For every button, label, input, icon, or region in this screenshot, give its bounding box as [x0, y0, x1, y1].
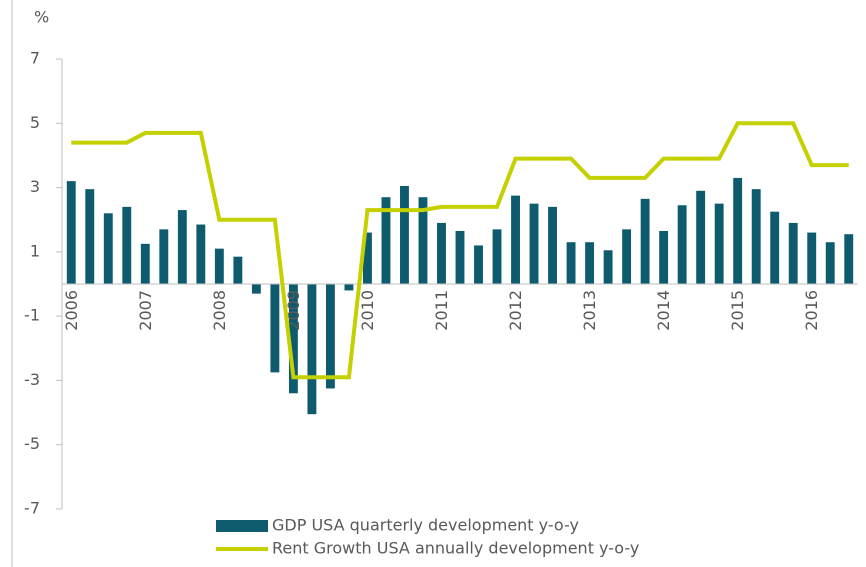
bar	[344, 284, 354, 291]
legend-label: Rent Growth USA annually development y-o…	[272, 539, 639, 558]
y-tick-label: 7	[30, 49, 40, 68]
bar	[603, 250, 613, 284]
bar	[233, 256, 243, 284]
x-tick-label: 2011	[432, 290, 451, 331]
bar	[85, 189, 95, 284]
bar	[844, 234, 854, 284]
x-tick-label: 2016	[802, 290, 821, 331]
x-tick-label: 2008	[210, 290, 229, 331]
line	[71, 121, 849, 380]
x-tick-label: 2010	[358, 290, 377, 331]
bar	[788, 222, 798, 284]
y-tick-label: -7	[24, 499, 40, 518]
bar	[251, 284, 261, 294]
bar	[825, 242, 835, 284]
bar	[288, 284, 298, 394]
bar	[770, 211, 780, 284]
bar	[677, 205, 687, 284]
bar	[325, 284, 335, 389]
bar	[437, 222, 446, 284]
y-tick-label: 1	[30, 241, 40, 260]
bar	[307, 284, 317, 415]
bar	[622, 229, 632, 284]
bar	[566, 242, 576, 284]
bar	[548, 206, 558, 284]
bar	[807, 232, 817, 284]
bar	[455, 230, 465, 284]
bar	[511, 195, 520, 284]
x-tick-label: 2013	[580, 290, 599, 331]
bar	[733, 177, 743, 284]
x-tick-label: 2012	[506, 290, 525, 331]
bar	[585, 242, 595, 284]
y-tick-label: 5	[30, 113, 40, 132]
y-tick-label: 3	[30, 177, 40, 196]
bar	[714, 203, 724, 284]
bar	[492, 229, 502, 284]
bar	[362, 232, 372, 284]
bar	[159, 229, 169, 284]
bar	[418, 197, 428, 284]
bar	[122, 206, 132, 284]
bar	[270, 284, 280, 373]
bar	[177, 210, 187, 284]
bar	[474, 245, 483, 284]
y-tick-label: -5	[24, 434, 40, 453]
legend-label: GDP USA quarterly development y-o-y	[272, 516, 579, 535]
y-unit: %	[34, 8, 49, 27]
bar	[66, 181, 76, 284]
x-tick-label: 2014	[654, 290, 673, 331]
legend-swatch	[216, 520, 268, 532]
bar	[659, 230, 669, 284]
y-tick-label: -3	[24, 370, 40, 389]
bar	[140, 243, 150, 284]
bar	[103, 213, 113, 284]
x-tick-label: 2006	[62, 290, 81, 331]
x-tick-label: 2015	[728, 290, 747, 331]
bar	[196, 224, 206, 284]
bar	[640, 198, 650, 284]
y-tick-label: -1	[24, 306, 40, 325]
bar	[696, 190, 706, 284]
x-tick-label: 2007	[136, 290, 155, 331]
bar	[529, 203, 539, 284]
bar	[214, 248, 224, 284]
bar	[381, 197, 391, 284]
bar	[751, 189, 761, 284]
bar	[400, 185, 409, 284]
